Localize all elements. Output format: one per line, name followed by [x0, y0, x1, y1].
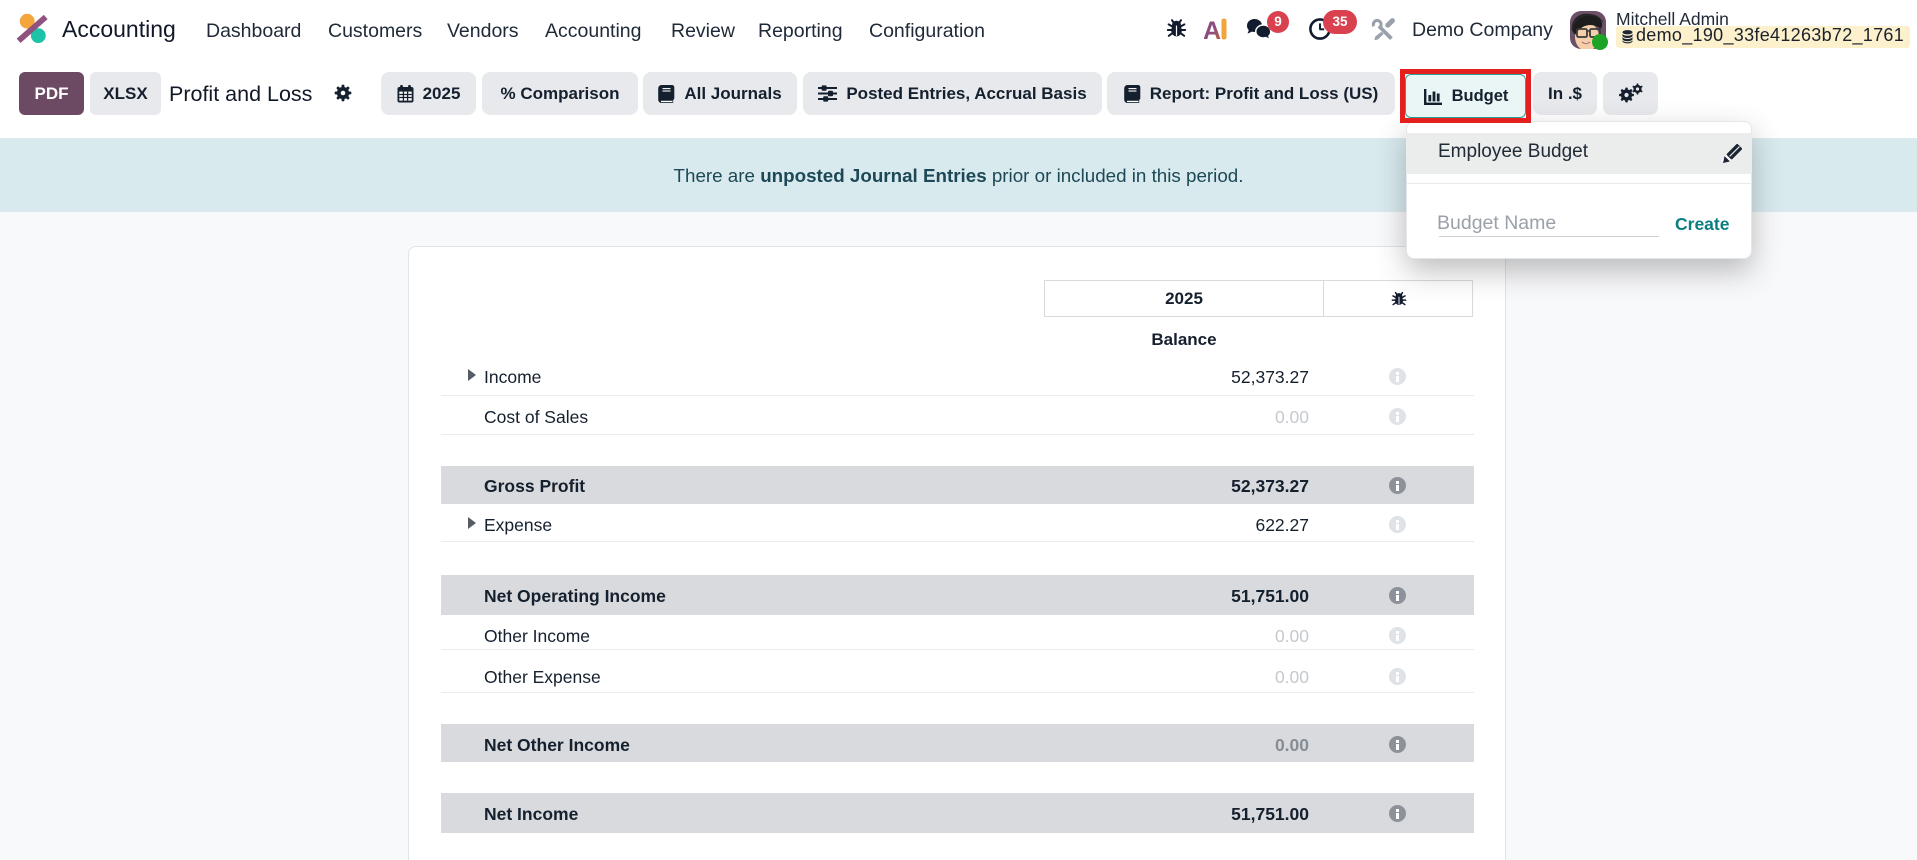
svg-text:A: A: [1204, 17, 1221, 41]
